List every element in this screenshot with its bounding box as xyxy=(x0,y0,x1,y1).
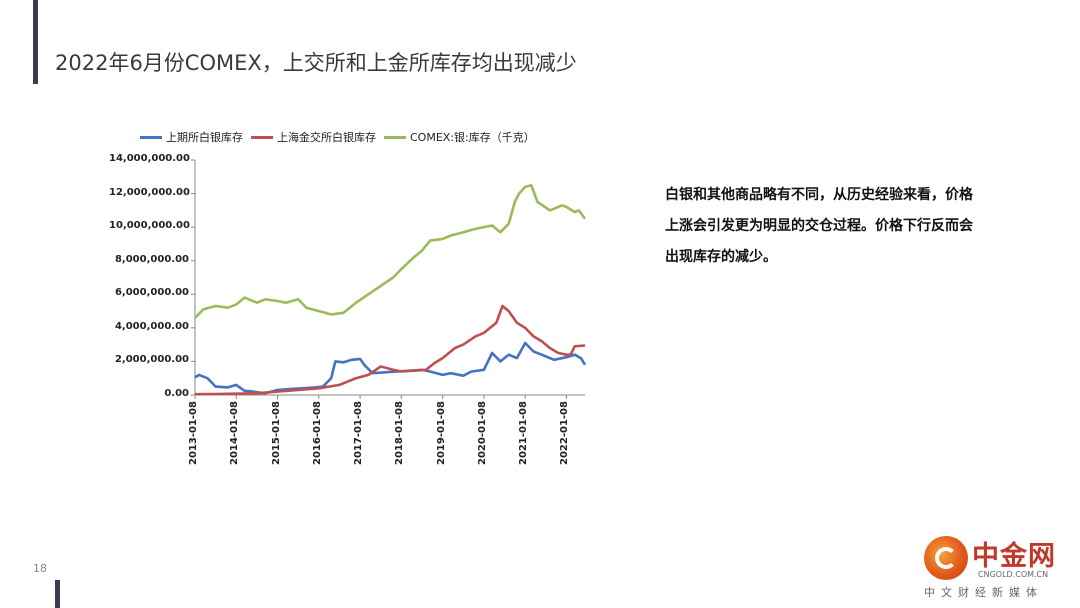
x-tick-label: 2020-01-08 xyxy=(476,401,488,465)
x-tick-label: 2016-01-08 xyxy=(311,401,323,465)
x-tick-label: 2017-01-08 xyxy=(353,401,365,465)
legend-swatch xyxy=(384,135,406,139)
x-tick-label: 2014-01-08 xyxy=(229,401,241,465)
y-tick-label: 6,000,000.00 xyxy=(114,287,189,299)
y-tick-label: 10,000,000.00 xyxy=(109,220,190,232)
accent-bar xyxy=(33,0,38,84)
series-line-2 xyxy=(194,183,587,319)
chart-legend: 上期所白银库存 上海金交所白银库存 COMEX:银:库存（千克） xyxy=(140,129,535,145)
y-tick-label: 14,000,000.00 xyxy=(109,153,190,164)
x-tick-label: 2013-01-08 xyxy=(188,401,199,465)
x-tick-label: 2015-01-08 xyxy=(270,401,282,465)
logo-subtitle: 中文财经新媒体 xyxy=(924,586,1043,599)
y-tick-label: 8,000,000.00 xyxy=(114,253,189,265)
x-tick-label: 2022-01-08 xyxy=(559,401,571,465)
page-number: 18 xyxy=(33,562,47,575)
slide-title: 2022年6月份COMEX，上交所和上金所库存均出现减少 xyxy=(55,51,577,75)
chart: 上期所白银库存 上海金交所白银库存 COMEX:银:库存（千克） 0.00 2,000… xyxy=(109,125,600,470)
legend-label: 上期所白银库存 xyxy=(166,131,243,144)
series-line-1 xyxy=(194,304,586,396)
x-tick-label: 2019-01-08 xyxy=(435,401,447,465)
y-tick-label: 12,000,000.00 xyxy=(109,186,190,198)
x-tick-label: 2018-01-08 xyxy=(394,401,406,465)
logo-main-text: 中金网 xyxy=(972,541,1056,572)
y-tick-label: 2,000,000.00 xyxy=(114,354,189,366)
legend-item: COMEX:银:库存（千克） xyxy=(384,129,535,145)
y-tick-label: 4,000,000.00 xyxy=(114,320,189,332)
legend-swatch xyxy=(140,135,162,139)
legend-item: 上海金交所白银库存 xyxy=(251,129,376,145)
legend-swatch xyxy=(251,135,273,139)
legend-label: COMEX:银:库存（千克） xyxy=(410,131,535,144)
logo-url: CNGOLD.COM.CN xyxy=(978,570,1049,579)
y-tick-label: 0.00 xyxy=(164,388,189,399)
chart-plot xyxy=(191,159,587,399)
body-text: 白银和其他商品略有不同，从历史经验来看，价格上涨会引发更为明显的交仓过程。价格下… xyxy=(665,187,973,265)
brand-logo: 中金网 CNGOLD.COM.CN 中文财经新媒体 xyxy=(910,530,1070,605)
legend-item: 上期所白银库存 xyxy=(140,129,243,145)
series-line-0 xyxy=(194,341,587,395)
legend-label: 上海金交所白银库存 xyxy=(277,131,376,144)
logo-swirl-icon xyxy=(935,547,957,569)
accent-bar-bottom xyxy=(55,580,60,608)
x-tick-label: 2021-01-08 xyxy=(518,401,530,465)
